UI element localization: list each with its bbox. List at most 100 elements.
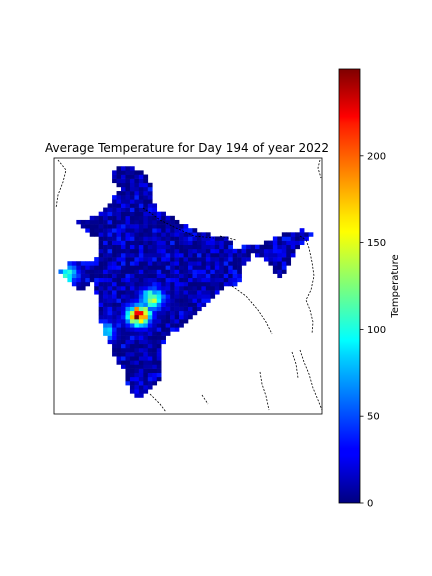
heatmap-cell <box>85 277 91 283</box>
heatmap-cell <box>179 281 184 287</box>
heatmap-cell <box>129 203 135 208</box>
heatmap-cell <box>147 186 153 192</box>
heatmap-cell <box>183 240 189 246</box>
heatmap-cell <box>138 269 144 274</box>
heatmap-cell <box>143 310 149 316</box>
heatmap-cell <box>183 265 189 270</box>
heatmap-cell <box>116 252 122 258</box>
heatmap-cell <box>210 240 216 246</box>
heatmap-cell <box>116 352 122 357</box>
heatmap-cell <box>125 191 131 196</box>
heatmap-cell <box>89 265 95 270</box>
heatmap-cell <box>143 343 149 349</box>
heatmap-cell <box>103 224 108 229</box>
heatmap-cell <box>121 219 126 225</box>
heatmap-cell <box>232 252 238 258</box>
heatmap-cell <box>174 240 180 246</box>
heatmap-cell <box>138 257 144 262</box>
heatmap-cell <box>183 248 189 254</box>
heatmap-cell <box>134 339 140 345</box>
heatmap-cell <box>210 294 216 299</box>
heatmap-cell <box>152 319 158 324</box>
heatmap-cell <box>152 352 158 357</box>
heatmap-cell <box>103 302 108 307</box>
heatmap-cell <box>107 286 113 291</box>
heatmap-cell <box>147 331 153 336</box>
heatmap-cell <box>121 331 126 336</box>
heatmap-cell <box>103 319 108 324</box>
heatmap-cell <box>170 314 175 320</box>
heatmap-cell <box>272 240 278 246</box>
heatmap-cell <box>281 261 287 266</box>
heatmap-cell <box>103 265 108 270</box>
heatmap-cell <box>143 352 149 357</box>
heatmap-cell <box>121 166 126 171</box>
heatmap-cell <box>232 273 238 279</box>
heatmap-cell <box>174 281 180 287</box>
heatmap-cell <box>121 360 126 365</box>
heatmap-cell <box>179 236 184 241</box>
heatmap-cell <box>237 261 242 266</box>
heatmap-cell <box>147 356 153 361</box>
heatmap-cell <box>143 232 149 237</box>
heatmap-cell <box>188 257 193 262</box>
heatmap-cell <box>205 273 211 279</box>
heatmap-cell <box>112 286 117 291</box>
heatmap-cell <box>263 244 269 250</box>
heatmap-cell <box>214 248 220 254</box>
heatmap-cell <box>281 232 287 237</box>
heatmap-cell <box>255 248 260 254</box>
heatmap-cell <box>152 265 158 270</box>
heatmap-cell <box>232 248 238 254</box>
heatmap-cell <box>241 257 247 262</box>
heatmap-cell <box>138 393 144 398</box>
heatmap-cell <box>156 232 162 237</box>
heatmap-cell <box>121 240 126 246</box>
heatmap-cell <box>107 207 113 212</box>
heatmap-cell <box>277 236 283 241</box>
heatmap-cell <box>210 286 216 291</box>
heatmap-cell <box>188 244 193 250</box>
heatmap-cell <box>98 228 104 233</box>
heatmap-cell <box>138 343 144 349</box>
heatmap-cell <box>170 294 175 299</box>
heatmap-cell <box>134 281 140 287</box>
heatmap-cell <box>165 281 171 287</box>
heatmap-cell <box>129 232 135 237</box>
heatmap-cell <box>147 265 153 270</box>
heatmap-cell <box>125 281 131 287</box>
heatmap-cell <box>223 236 229 241</box>
heatmap-cell <box>94 228 99 233</box>
heatmap-cell <box>161 215 166 221</box>
heatmap-cell <box>129 298 135 303</box>
heatmap-cell <box>161 290 166 295</box>
heatmap-cell <box>152 215 158 221</box>
heatmap-cell <box>129 195 135 200</box>
heatmap-cell <box>125 207 131 212</box>
heatmap-cell <box>112 302 117 307</box>
heatmap-cell <box>277 244 283 250</box>
heatmap-cell <box>138 281 144 287</box>
heatmap-cell <box>138 248 144 254</box>
heatmap-cell <box>98 273 104 279</box>
heatmap-cell <box>125 174 131 179</box>
heatmap-cell <box>165 310 171 316</box>
heatmap-cell <box>183 290 189 295</box>
heatmap-cell <box>107 319 113 324</box>
heatmap-cell <box>263 248 269 254</box>
heatmap-cell <box>89 277 95 283</box>
heatmap-cell <box>272 257 278 262</box>
heatmap-cell <box>281 269 287 274</box>
heatmap-cell <box>183 244 189 250</box>
heatmap-cell <box>143 191 149 196</box>
heatmap-cell <box>174 327 180 332</box>
heatmap-cell <box>103 281 108 287</box>
heatmap-cell <box>98 265 104 270</box>
heatmap-cell <box>129 314 135 320</box>
heatmap-cell <box>138 191 144 196</box>
heatmap-cell <box>170 252 175 258</box>
heatmap-cell <box>228 261 233 266</box>
heatmap-cell <box>129 215 135 221</box>
heatmap-cell <box>121 319 126 324</box>
heatmap-cell <box>290 232 296 237</box>
